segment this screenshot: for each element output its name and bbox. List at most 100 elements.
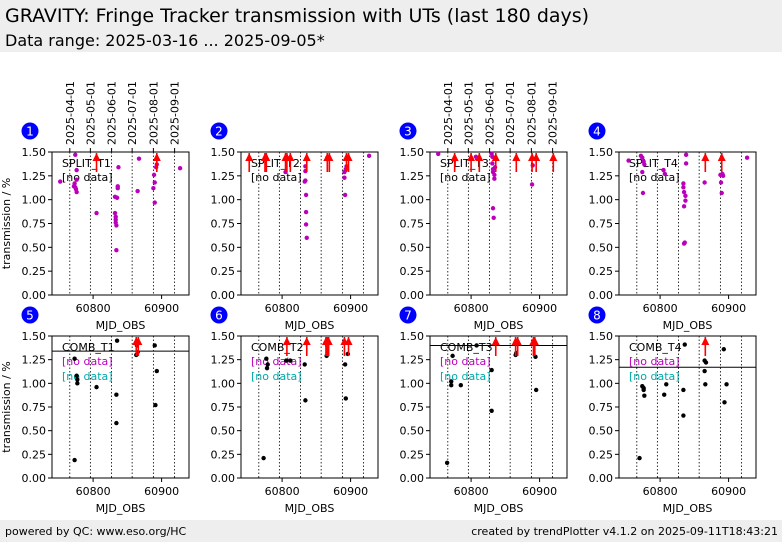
- data-point: [75, 377, 80, 382]
- x-tick-label: 60900: [711, 302, 746, 315]
- x-tick-label: 60800: [643, 485, 678, 498]
- footer-generator: created by trendPlotter v4.1.2 on 2025-0…: [471, 525, 778, 538]
- panel-number-label: 2: [215, 125, 223, 139]
- panel-number-label: 1: [26, 125, 34, 139]
- data-point: [154, 368, 160, 374]
- panel-1: 0.00 0.25 0.50 0.75 1.00 1.25 1.50 60800 60900 MJ…: [0, 81, 190, 332]
- x-tick-label: 60900: [144, 302, 179, 315]
- y-tick-label: 0.25: [400, 265, 425, 278]
- no-data-note: [no data]: [62, 355, 113, 368]
- data-point: [718, 180, 724, 185]
- data-point: [722, 400, 727, 405]
- data-point: [664, 382, 669, 387]
- panel-number-label: 7: [404, 309, 412, 323]
- data-point: [720, 173, 726, 179]
- no-data-note: [no data]: [62, 171, 113, 184]
- data-point: [151, 186, 156, 191]
- panel-number-badge: [399, 122, 417, 140]
- data-point: [114, 392, 119, 397]
- data-point: [303, 178, 308, 183]
- data-point: [94, 210, 99, 216]
- y-tick-label: 0.25: [589, 265, 614, 278]
- y-tick-label: 1.50: [211, 146, 236, 159]
- x-tick-label: 60900: [522, 485, 557, 498]
- data-point: [702, 180, 707, 185]
- data-point: [72, 356, 77, 361]
- data-point: [681, 413, 686, 418]
- x-tick-label: 60800: [265, 485, 300, 498]
- y-tick-label: 1.50: [400, 330, 425, 343]
- data-point: [683, 198, 688, 203]
- date-tick-label: 2025-04-01: [442, 81, 455, 145]
- x-axis-label: MJD_OBS: [663, 502, 713, 515]
- data-point: [489, 367, 494, 373]
- y-tick-label: 0.00: [400, 472, 425, 485]
- series-label: COMB_T4: [629, 341, 682, 354]
- data-point: [492, 172, 497, 178]
- data-point: [58, 179, 63, 184]
- outlier-arrow-head: [701, 337, 710, 345]
- outlier-arrow-head: [286, 153, 295, 161]
- y-tick-label: 1.25: [22, 170, 47, 183]
- panel-7: 0.00 0.25 0.50 0.75 1.00 1.25 1.50 60800 60900 MJ…: [399, 306, 568, 515]
- data-point: [114, 247, 119, 253]
- data-point: [152, 200, 157, 205]
- data-point: [683, 161, 689, 166]
- date-tick-label: 2025-08-01: [525, 81, 538, 145]
- data-point: [641, 387, 646, 393]
- data-point: [681, 204, 687, 209]
- series-label: SPLIT_T1: [62, 157, 111, 170]
- x-tick-label: 60900: [144, 485, 179, 498]
- data-point: [115, 184, 120, 189]
- data-point: [342, 192, 348, 198]
- y-tick-label: 1.00: [211, 377, 236, 390]
- data-point: [626, 158, 631, 163]
- x-tick-label: 60800: [454, 485, 489, 498]
- outlier-arrow-head: [262, 153, 271, 161]
- y-tick-label: 0.50: [589, 425, 614, 438]
- data-point: [114, 338, 120, 343]
- x-axis-label: MJD_OBS: [285, 502, 335, 515]
- data-point: [682, 342, 687, 347]
- x-tick-label: 60900: [711, 485, 746, 498]
- y-tick-label: 0.75: [400, 401, 425, 414]
- data-point: [342, 175, 347, 180]
- no-data-note: [no data]: [251, 355, 302, 368]
- y-tick-label: 0.25: [22, 448, 47, 461]
- date-tick-label: 2025-07-01: [126, 81, 139, 145]
- date-tick-label: 2025-08-01: [147, 81, 160, 145]
- outlier-arrow-head: [344, 337, 353, 345]
- y-tick-label: 1.25: [211, 170, 236, 183]
- y-tick-label: 0.25: [22, 265, 47, 278]
- outlier-arrow-head: [152, 153, 161, 161]
- panel-8: 0.00 0.25 0.50 0.75 1.00 1.25 1.50 60800 60900 MJ…: [588, 306, 757, 515]
- outlier-arrow-head: [532, 153, 541, 161]
- data-point: [304, 235, 309, 240]
- y-tick-label: 0.25: [589, 448, 614, 461]
- outlier-arrow-head: [245, 153, 254, 161]
- y-tick-label: 1.50: [211, 330, 236, 343]
- y-tick-label: 1.25: [22, 354, 47, 367]
- data-point: [303, 222, 309, 227]
- y-tick-label: 0.25: [211, 448, 236, 461]
- data-point: [491, 215, 496, 220]
- panel-number-badge: [21, 306, 39, 324]
- data-point: [288, 358, 293, 363]
- panel-number-label: 8: [593, 309, 601, 323]
- no-data-note: [no data]: [629, 171, 680, 184]
- y-tick-label: 1.00: [400, 194, 425, 207]
- y-tick-label: 0.75: [589, 401, 614, 414]
- outlier-arrow-head: [325, 153, 334, 161]
- y-tick-label: 0.50: [211, 425, 236, 438]
- panel-4: 0.00 0.25 0.50 0.75 1.00 1.25 1.50 60800 60900 MJ…: [588, 122, 757, 332]
- series-label: COMB_T2: [251, 341, 304, 354]
- data-point: [474, 343, 479, 348]
- data-point: [366, 153, 372, 159]
- x-axis-label: MJD_OBS: [96, 319, 146, 332]
- y-tick-label: 1.00: [400, 377, 425, 390]
- data-point: [703, 382, 708, 387]
- data-point: [136, 156, 142, 161]
- data-point: [637, 455, 642, 461]
- data-point: [662, 171, 668, 177]
- data-point: [744, 155, 750, 160]
